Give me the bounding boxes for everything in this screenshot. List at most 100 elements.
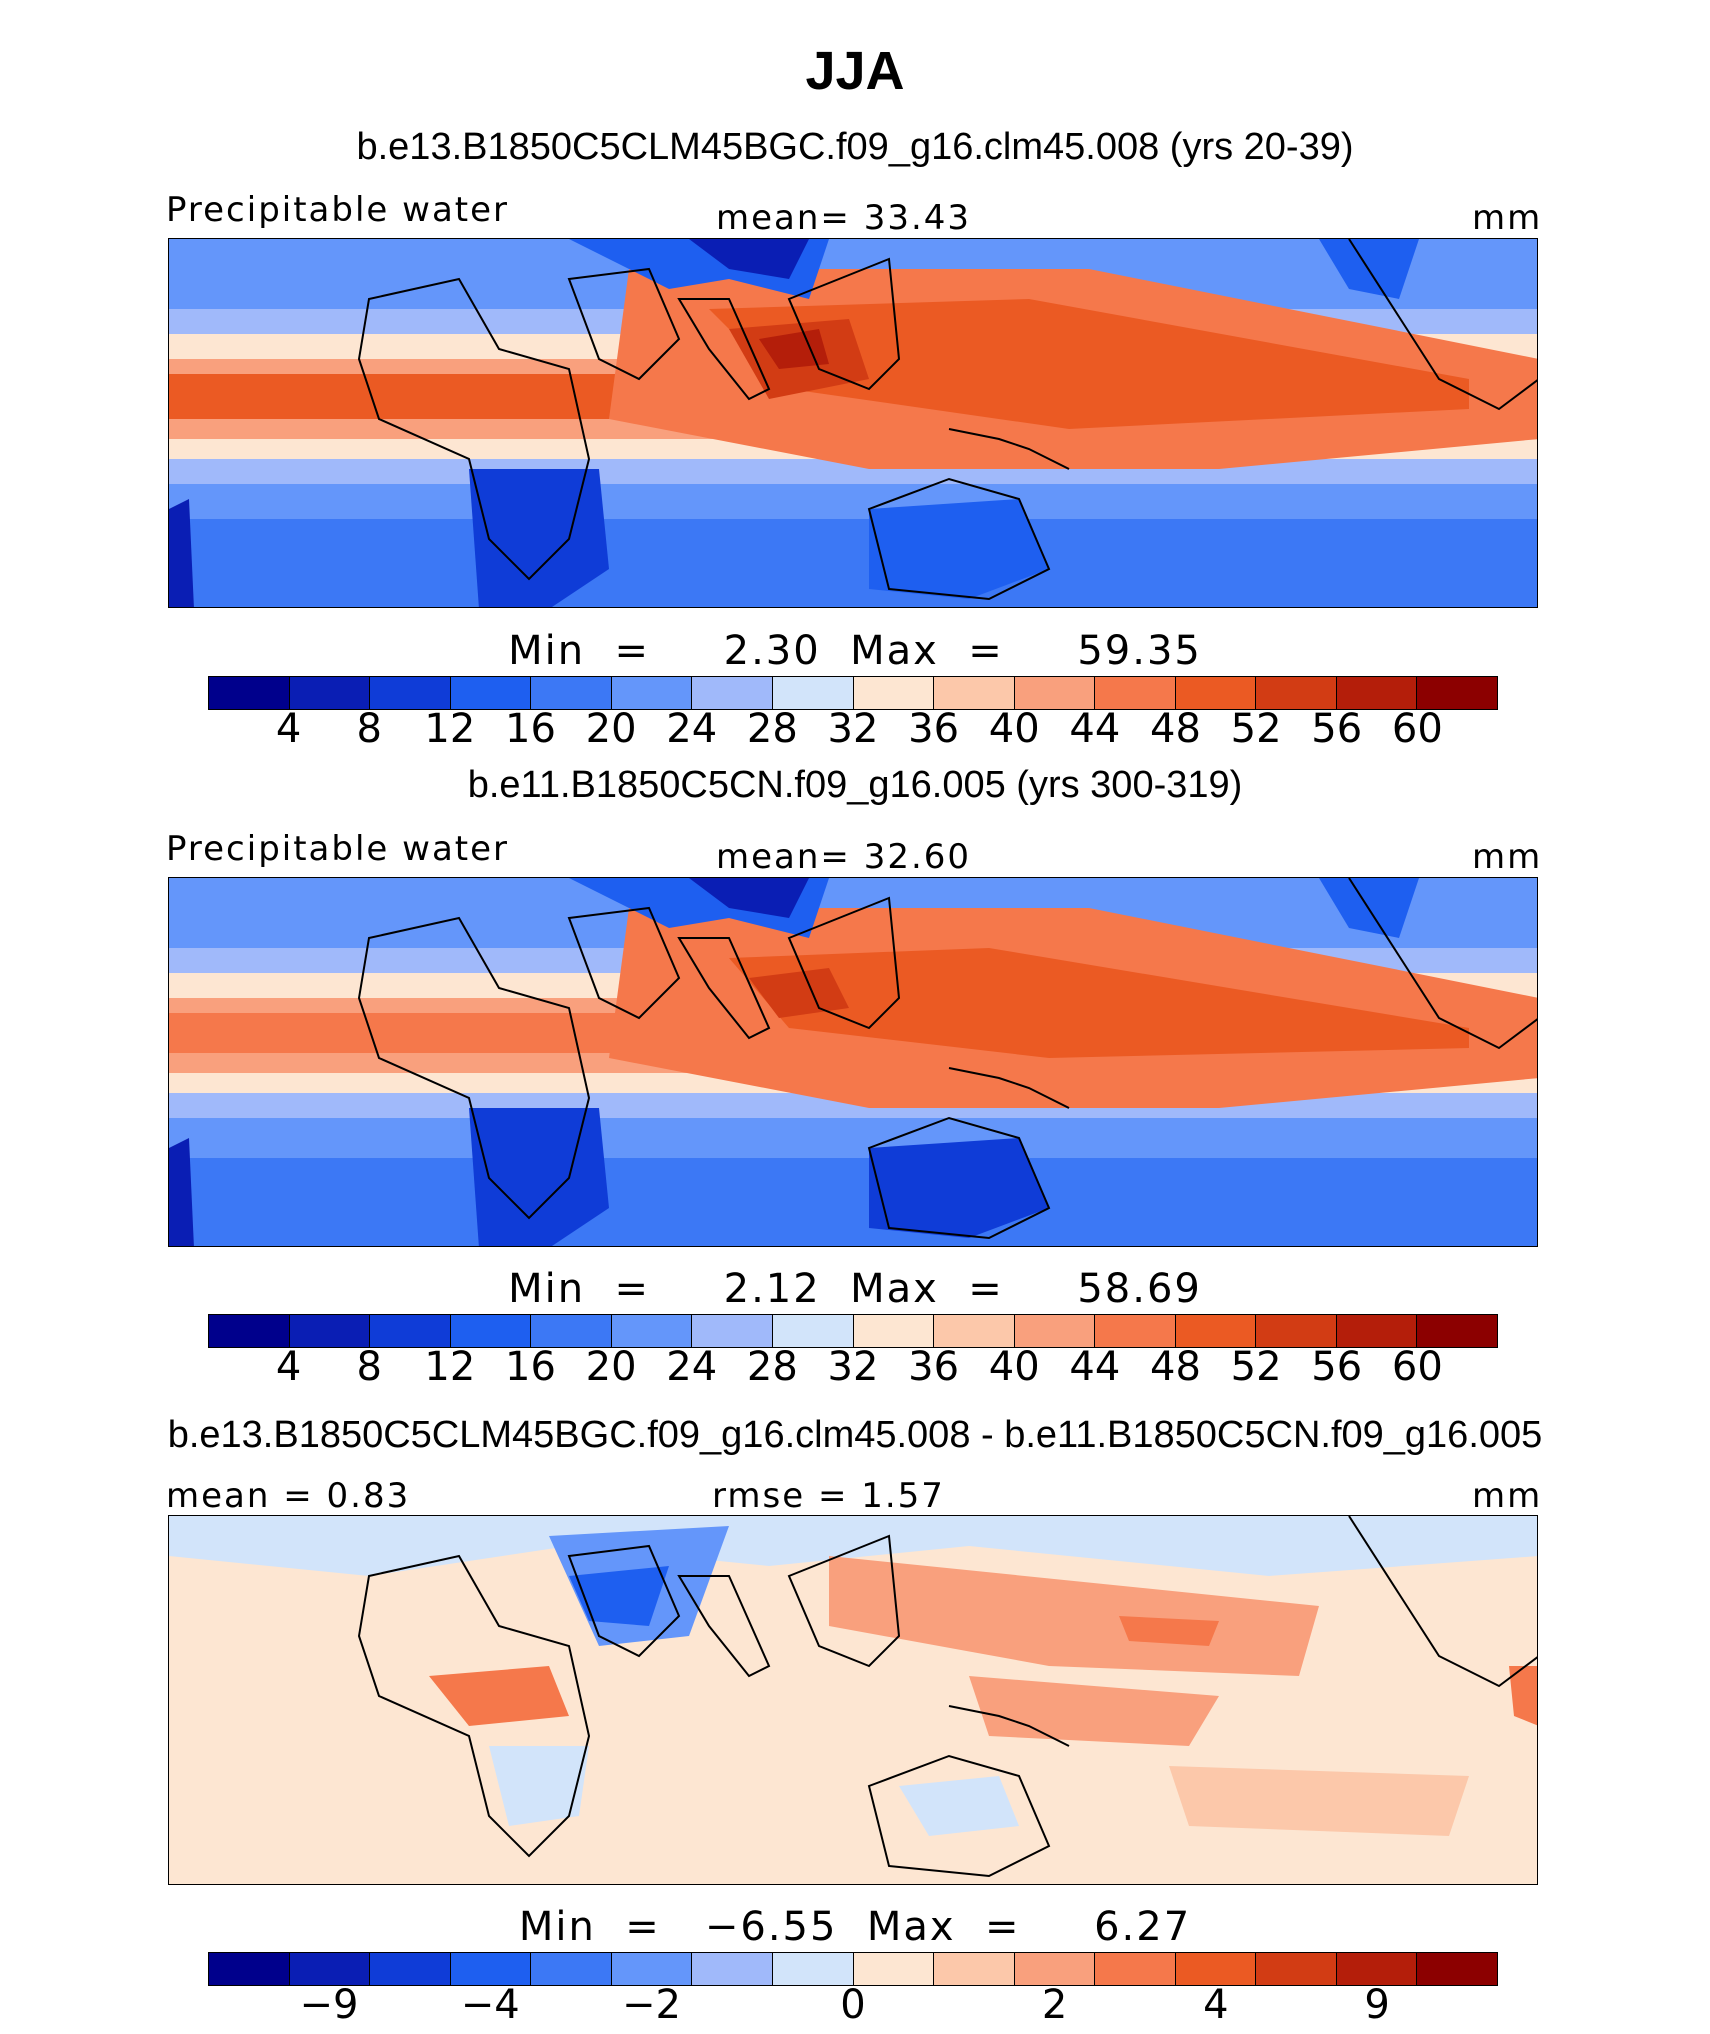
panel2-map (168, 877, 1538, 1247)
colorbar-box (1014, 1953, 1096, 1985)
colorbar-tick-label: −4 (460, 1982, 520, 2028)
colorbar-box (1095, 1953, 1176, 1985)
colorbar-tick-label: 0 (840, 1982, 866, 2028)
panel2-units-label: mm (1472, 837, 1543, 877)
colorbar-box (209, 677, 290, 709)
colorbar-box (209, 1953, 290, 1985)
colorbar-tick-label: 24 (666, 1344, 718, 1390)
panel2-subtitle: b.e11.B1850C5CN.f09_g16.005 (yrs 300-319… (467, 764, 1243, 806)
colorbar-box (1175, 677, 1257, 709)
colorbar-tick-label: 56 (1311, 1344, 1363, 1390)
colorbar-tick-label: 16 (505, 706, 556, 752)
panel3-subtitle: b.e13.B1850C5CLM45BGC.f09_g16.clm45.008 … (167, 1414, 1543, 1456)
colorbar-box (853, 677, 935, 709)
colorbar-tick-label: 60 (1391, 706, 1443, 752)
colorbar-tick-label: 32 (827, 706, 879, 752)
colorbar-box (934, 677, 1015, 709)
colorbar-tick-label: 8 (356, 1344, 382, 1390)
panel1-mean-label: mean= 33.43 (716, 198, 972, 238)
colorbar-tick-label: 44 (1069, 706, 1121, 752)
colorbar-tick-label: 24 (666, 706, 718, 752)
colorbar-tick-label: 32 (827, 1344, 879, 1390)
colorbar-tick-label: 9 (1364, 1982, 1390, 2028)
colorbar-tick-label: 28 (746, 1344, 798, 1390)
colorbar-tick-label: 56 (1311, 706, 1363, 752)
panel1-minmax: Min = 2.30 Max = 59.35 (508, 628, 1202, 674)
panel3-map (168, 1515, 1538, 1885)
colorbar-tick-label: 40 (988, 706, 1040, 752)
colorbar-box (1175, 1953, 1257, 1985)
panel1-units-label: mm (1472, 198, 1543, 238)
panel2-colorbar (208, 1314, 1498, 1348)
colorbar-tick-label: −9 (299, 1982, 359, 2028)
colorbar-tick-label: 36 (908, 1344, 960, 1390)
colorbar-tick-label: 52 (1230, 706, 1282, 752)
colorbar-tick-label: −2 (621, 1982, 681, 2028)
colorbar-box (853, 1953, 935, 1985)
panel3-rmse-label: rmse = 1.57 (712, 1476, 945, 1516)
colorbar-tick-label: 48 (1150, 1344, 1201, 1390)
colorbar-box (1336, 1315, 1418, 1347)
colorbar-box (772, 1953, 854, 1985)
colorbar-box (1095, 677, 1176, 709)
panel3-units-label: mm (1472, 1476, 1543, 1516)
colorbar-box (1417, 1315, 1497, 1347)
colorbar-box (1256, 677, 1337, 709)
colorbar-tick-label: 20 (585, 1344, 637, 1390)
colorbar-box (611, 677, 693, 709)
colorbar-box (289, 677, 371, 709)
colorbar-tick-label: 60 (1391, 1344, 1443, 1390)
colorbar-box (289, 1315, 371, 1347)
colorbar-box (1256, 1953, 1337, 1985)
colorbar-box (289, 1953, 371, 1985)
panel1-subtitle: b.e13.B1850C5CLM45BGC.f09_g16.clm45.008 … (356, 126, 1354, 168)
colorbar-box (370, 1953, 451, 1985)
colorbar-tick-label: 4 (275, 706, 302, 752)
panel3-minmax: Min = −6.55 Max = 6.27 (518, 1904, 1192, 1950)
colorbar-box (611, 1953, 693, 1985)
colorbar-tick-label: 12 (424, 1344, 476, 1390)
colorbar-tick-label: 4 (1203, 1982, 1229, 2028)
colorbar-box (934, 1315, 1015, 1347)
colorbar-tick-label: 4 (275, 1344, 302, 1390)
colorbar-box (1014, 677, 1096, 709)
colorbar-tick-label: 44 (1069, 1344, 1121, 1390)
panel1-map (168, 238, 1538, 608)
colorbar-tick-label: 28 (746, 706, 798, 752)
colorbar-box (450, 1315, 532, 1347)
colorbar-box (370, 677, 451, 709)
colorbar-box (1014, 1315, 1096, 1347)
colorbar-tick-label: 52 (1230, 1344, 1282, 1390)
colorbar-box (1095, 1315, 1176, 1347)
colorbar-tick-label: 16 (505, 1344, 556, 1390)
colorbar-tick-label: 36 (908, 706, 960, 752)
panel1-variable-label: Precipitable water (166, 190, 510, 230)
figure-title: JJA (805, 41, 905, 101)
panel2-minmax: Min = 2.12 Max = 58.69 (508, 1266, 1202, 1312)
colorbar-tick-label: 48 (1150, 706, 1201, 752)
panel2-mean-label: mean= 32.60 (716, 837, 972, 877)
colorbar-box (1175, 1315, 1257, 1347)
colorbar-box (531, 1953, 612, 1985)
colorbar-box (370, 1315, 451, 1347)
colorbar-box (531, 1315, 612, 1347)
panel3-colorbar (208, 1952, 1498, 1986)
colorbar-box (772, 677, 854, 709)
colorbar-tick-label: 40 (988, 1344, 1040, 1390)
colorbar-box (1417, 677, 1497, 709)
panel3-mean-label: mean = 0.83 (166, 1476, 411, 1516)
colorbar-box (692, 1953, 773, 1985)
colorbar-box (531, 677, 612, 709)
colorbar-tick-label: 2 (1041, 1982, 1068, 2028)
panel1-colorbar (208, 676, 1498, 710)
colorbar-box (450, 1953, 532, 1985)
colorbar-box (1336, 1953, 1418, 1985)
panel2-map-field (169, 878, 1537, 1246)
colorbar-box (853, 1315, 935, 1347)
colorbar-tick-label: 20 (585, 706, 637, 752)
colorbar-box (772, 1315, 854, 1347)
colorbar-tick-label: 12 (424, 706, 476, 752)
panel1-map-field (169, 239, 1537, 607)
colorbar-box (934, 1953, 1015, 1985)
panel3-map-field (169, 1516, 1537, 1884)
